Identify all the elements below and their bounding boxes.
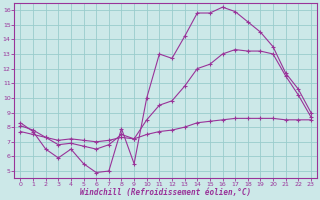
X-axis label: Windchill (Refroidissement éolien,°C): Windchill (Refroidissement éolien,°C) bbox=[80, 188, 251, 197]
